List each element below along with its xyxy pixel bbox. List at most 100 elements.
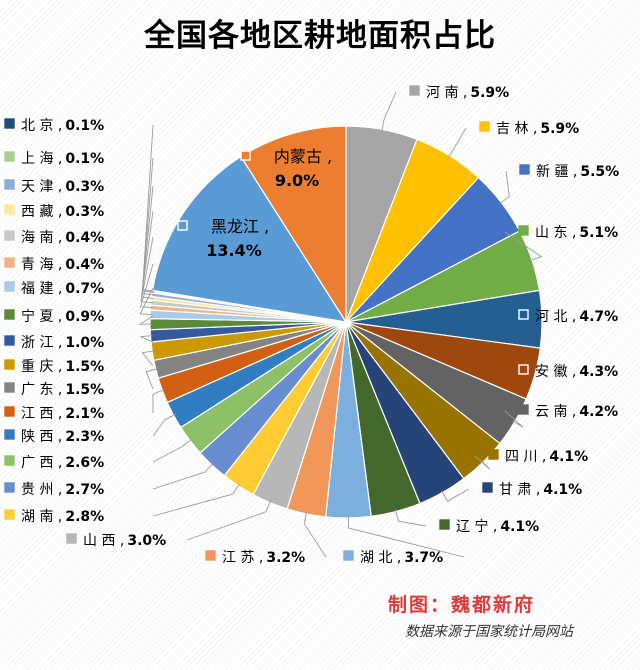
slice-marker [409, 85, 420, 96]
slice-label-text: 河 北 , 4.7% [535, 309, 618, 325]
slice-marker [4, 335, 15, 346]
slice-value: 0.3% [65, 179, 104, 195]
slice-marker [4, 309, 15, 320]
slice-name: 河 南 , [426, 85, 467, 101]
slice-label: 海 南 , 0.4% [4, 230, 104, 246]
leader-line [140, 236, 154, 304]
slice-label: 浙 江 , 1.0% [4, 335, 104, 351]
slice-label-text: 陕 西 , 2.3% [21, 429, 104, 445]
slice-marker [66, 533, 77, 544]
slice-value: 1.0% [65, 335, 104, 351]
slice-label: 四 川 , 4.1% [488, 449, 588, 465]
slice-name: 重 庆 , [21, 359, 62, 375]
slice-label: 北 京 , 0.1% [4, 118, 104, 134]
slice-label-text: 上 海 , 0.1% [21, 151, 104, 167]
slice-label-text: 山 西 , 3.0% [83, 533, 166, 549]
slice-marker [4, 204, 15, 215]
slice-value: 3.0% [127, 533, 166, 549]
leader-line [140, 335, 154, 343]
slice-label: 河 南 , 5.9% [409, 85, 509, 101]
slice-name: 云 南 , [535, 404, 576, 420]
slice-name: 天 津 , [21, 179, 62, 195]
slice-marker [4, 230, 15, 241]
leader-line [504, 410, 524, 428]
slice-marker [519, 164, 530, 175]
leader-line [152, 483, 240, 517]
slice-label: 福 建 , 0.7% [4, 281, 104, 297]
slice-name: 黑龙江 , [211, 217, 269, 236]
leader-line [347, 515, 465, 558]
slice-label: 山 东 , 5.1% [518, 225, 618, 241]
chart-title: 全国各地区耕地面积占比 [144, 18, 496, 54]
slice-label-text: 天 津 , 0.3% [21, 179, 104, 195]
slice-value: 0.1% [65, 151, 104, 167]
leader-line [139, 287, 154, 315]
slice-name: 甘 肃 , [499, 482, 540, 498]
slice-value: 5.5% [580, 164, 619, 180]
slice-label-text: 北 京 , 0.1% [21, 118, 104, 134]
pie-slice [151, 155, 348, 323]
leader-line [381, 91, 397, 132]
slice-value: 4.3% [579, 364, 618, 380]
slice-marker [482, 482, 493, 493]
slice-name: 山 东 , [535, 225, 576, 241]
slice-value: 4.7% [579, 309, 618, 325]
slice-value: 13.4% [206, 241, 262, 260]
source-text: 数据来源于国家统计局网站 [405, 624, 573, 640]
slice-label: 贵 州 , 2.7% [4, 482, 104, 498]
slice-marker [4, 482, 15, 493]
slice-marker [518, 364, 529, 375]
slice-value: 2.8% [65, 509, 104, 525]
slice-name: 湖 北 , [360, 550, 401, 566]
slice-label: 江 苏 , 3.2% [205, 550, 305, 566]
slice-marker [518, 404, 529, 415]
slice-marker [4, 455, 15, 466]
leader-line [504, 231, 543, 261]
slice-name: 浙 江 , [21, 335, 62, 351]
slice-label: 湖 北 , 3.7% [343, 550, 443, 566]
leader-line [141, 157, 155, 293]
slice-marker [4, 151, 15, 162]
slice-marker [4, 257, 15, 268]
pie-labels: 河 南 , 5.9%吉 林 , 5.9%新 疆 , 5.5%山 东 , 5.1%河 北 … [4, 85, 619, 566]
slice-marker [4, 429, 15, 440]
leader-line [441, 488, 470, 502]
slice-value: 0.3% [65, 204, 104, 220]
leader-line [448, 127, 467, 158]
leader-line [474, 455, 491, 470]
leader-line [395, 509, 427, 527]
slice-marker [4, 281, 15, 292]
slice-label-text: 湖 北 , 3.7% [360, 550, 443, 566]
slice-marker [479, 121, 490, 132]
slice-name: 贵 州 , [21, 482, 62, 498]
slice-marker [439, 519, 450, 530]
slice-name: 江 西 , [21, 406, 62, 422]
slice-marker [4, 382, 15, 393]
slice-name: 青 海 , [21, 257, 62, 273]
slice-label: 河 北 , 4.7% [518, 309, 618, 325]
slice-name: 广 东 , [21, 382, 62, 398]
slice-label: 广 西 , 2.6% [4, 455, 104, 471]
slice-label: 安 徽 , 4.3% [518, 364, 618, 380]
slice-name: 江 苏 , [222, 550, 263, 566]
slice-label-text: 广 西 , 2.6% [21, 455, 104, 471]
slice-label-text: 重 庆 , 1.5% [21, 359, 104, 375]
slice-name: 陕 西 , [21, 429, 62, 445]
leader-line [138, 315, 154, 325]
slice-name: 河 北 , [535, 309, 576, 325]
slice-value: 2.1% [65, 406, 104, 422]
slice-label: 陕 西 , 2.3% [4, 429, 104, 445]
slice-label: 吉 林 , 5.9% [479, 121, 579, 137]
leader-line [140, 210, 154, 300]
leader-line [140, 263, 154, 309]
slice-name: 广 西 , [21, 455, 62, 471]
slice-label-text: 河 南 , 5.9% [426, 85, 509, 101]
slice-value: 1.5% [65, 382, 104, 398]
slice-label-text: 浙 江 , 1.0% [21, 335, 104, 351]
slice-marker [488, 449, 499, 460]
slice-label: 广 东 , 1.5% [4, 382, 104, 398]
slice-name: 山 西 , [83, 533, 124, 549]
slice-value: 0.1% [65, 118, 104, 134]
slice-label: 宁 夏 , 0.9% [4, 308, 104, 325]
slice-value: 4.1% [543, 482, 582, 498]
